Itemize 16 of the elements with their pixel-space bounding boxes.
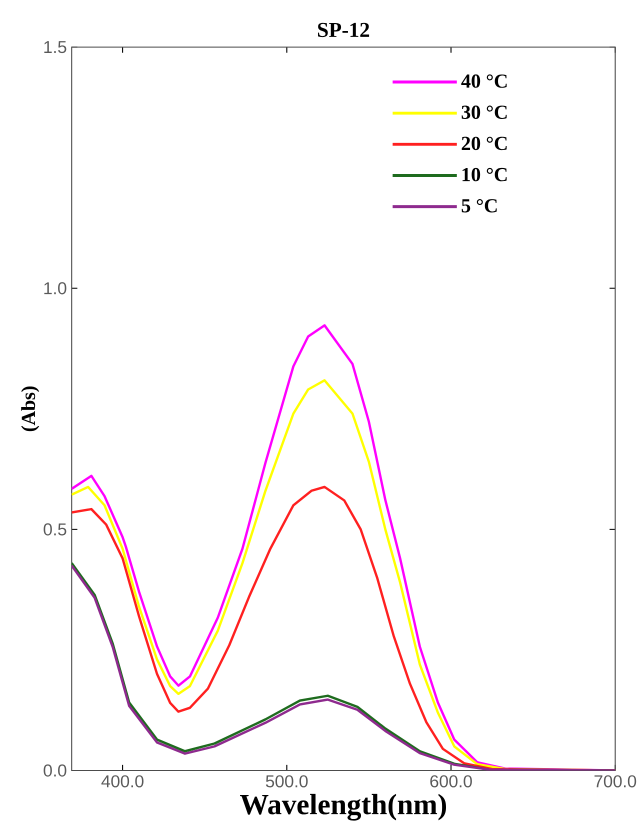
x-tick-label: 600.0: [430, 775, 472, 788]
x-tick-label: 700.0: [594, 775, 636, 788]
chart-title: SP-12: [318, 22, 369, 38]
legend-label: 5 °C: [462, 199, 497, 212]
x-tick-label: 400.0: [101, 775, 144, 788]
legend-label: 40 °C: [461, 74, 507, 88]
y-axis-title: (Abs): [21, 386, 40, 432]
legend-label: 10 °C: [462, 168, 507, 182]
x-axis-title: Wavelength(nm): [240, 794, 446, 821]
y-tick-label: 0.0: [44, 764, 66, 777]
legend-label: 30 °C: [462, 106, 507, 119]
x-tick-label: 500.0: [266, 775, 308, 788]
legend-label: 20 °C: [462, 136, 507, 150]
y-tick-label: 1.0: [44, 282, 66, 294]
y-tick-label: 1.5: [44, 41, 66, 54]
y-tick-label: 0.5: [44, 523, 66, 536]
